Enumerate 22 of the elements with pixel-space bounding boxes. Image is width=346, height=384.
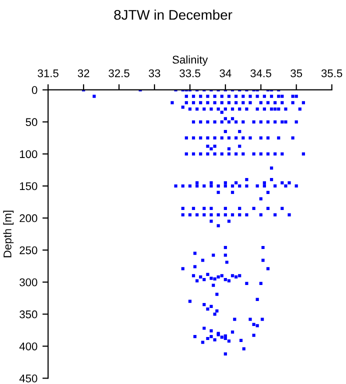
x-tick-label: 35	[290, 69, 302, 78]
x-tick-label: 33	[148, 69, 160, 78]
y-tick-label: 50	[26, 118, 38, 126]
x-tick-label: 34	[220, 69, 232, 78]
y-tick-label: 350	[20, 310, 38, 318]
y-tick-label: 150	[20, 182, 38, 190]
x-tick-label: 32	[78, 69, 90, 78]
x-tick-label: 33.5	[180, 69, 200, 78]
y-tick-label: 450	[19, 374, 38, 382]
y-tick-label: 300	[20, 278, 38, 286]
y-tick-label: 0	[32, 86, 38, 94]
x-tick-label: 32.5	[108, 69, 130, 78]
x-tick-label: 34.5	[250, 69, 272, 78]
x-axis-title: Salinity	[172, 55, 208, 66]
y-tick-label: 250	[20, 246, 38, 254]
x-tick-label: 31.5	[38, 69, 58, 78]
y-tick-label: 400	[19, 342, 38, 350]
y-tick-label: 100	[20, 150, 38, 158]
y-axis-title: Depth [m]	[3, 210, 14, 258]
x-tick-label: 35.5	[321, 69, 342, 78]
chart-title: 8JTW in December	[114, 10, 232, 20]
y-tick-label: 200	[20, 214, 38, 222]
